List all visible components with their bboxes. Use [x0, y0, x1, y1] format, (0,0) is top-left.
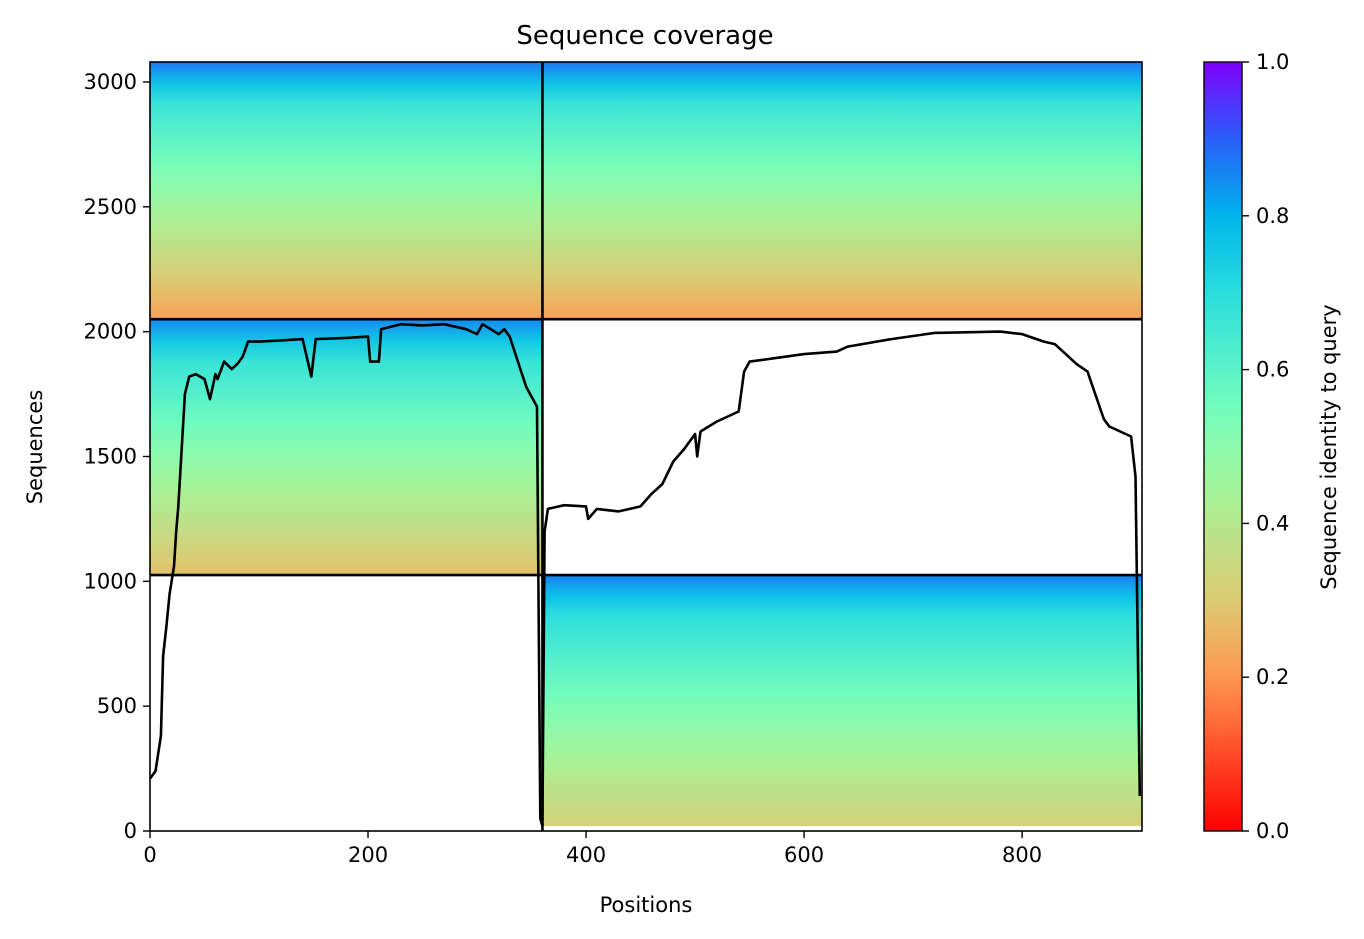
coverage-block-3 — [542, 575, 1142, 827]
colorbar-tick-label: 0.4 — [1256, 511, 1289, 535]
coverage-block-1 — [542, 62, 1142, 320]
chart-title: Sequence coverage — [516, 21, 773, 51]
y-tick-label: 1000 — [84, 569, 137, 593]
plot-area — [148, 61, 1143, 832]
colorbar-tick-label: 0.2 — [1256, 665, 1289, 689]
colorbar-tick-label: 0.8 — [1256, 204, 1289, 228]
y-tick-label: 500 — [97, 694, 137, 718]
colorbar-label: Sequence identity to query — [1317, 304, 1341, 589]
x-axis-label: Positions — [600, 893, 693, 917]
colorbar-tick-label: 0.6 — [1256, 358, 1289, 382]
y-tick-label: 2500 — [84, 195, 137, 219]
y-tick-label: 1500 — [84, 444, 137, 468]
x-tick-label: 200 — [348, 843, 388, 867]
x-tick-label: 600 — [784, 843, 824, 867]
x-axis-ticks: 0 200 400 600 800 — [143, 831, 1042, 867]
colorbar-tick-label: 0.0 — [1256, 819, 1289, 843]
coverage-line — [148, 322, 1142, 828]
y-tick-label: 2000 — [84, 320, 137, 344]
x-tick-label: 0 — [143, 843, 156, 867]
coverage-blocks — [150, 62, 1142, 827]
colorbar-ticks: 0.0 0.2 0.4 0.6 0.8 1.0 — [1242, 50, 1289, 843]
coverage-block-0 — [150, 62, 543, 320]
coverage-line-layer — [148, 322, 1142, 828]
x-tick-label: 400 — [566, 843, 606, 867]
plot-frame — [149, 61, 1143, 832]
y-tick-label: 3000 — [84, 70, 137, 94]
coverage-block-2 — [150, 319, 543, 576]
colorbar-tick-label: 1.0 — [1256, 50, 1289, 74]
colorbar-gradient — [1203, 61, 1243, 832]
colorbar: 0.0 0.2 0.4 0.6 0.8 1.0 Sequence identity to … — [1203, 50, 1341, 843]
y-axis-label: Sequences — [23, 390, 47, 505]
x-tick-label: 800 — [1002, 843, 1042, 867]
y-axis-ticks: 0 500 1000 1500 2000 2500 3000 — [84, 70, 150, 843]
y-tick-label: 0 — [124, 819, 137, 843]
